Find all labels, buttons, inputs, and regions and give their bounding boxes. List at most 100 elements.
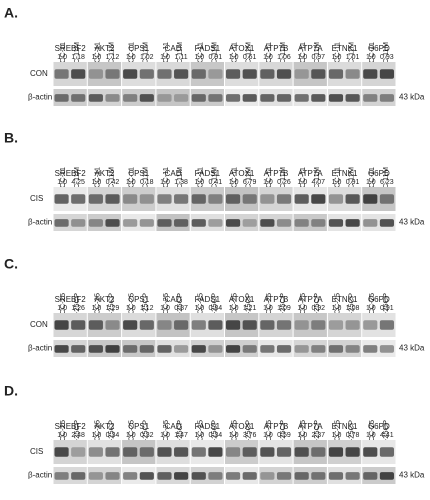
gene-name: AKT2 [94, 295, 115, 304]
ratio: 0.91 [380, 305, 394, 312]
lane-label: SCC-25 [195, 293, 204, 320]
band [276, 447, 292, 457]
band [328, 472, 344, 480]
lane-label: SCC-11 [92, 42, 101, 68]
gene-name: ETNK1 [332, 44, 358, 53]
lane-label: SCC-25CP [209, 420, 218, 457]
band [345, 194, 360, 204]
band [54, 69, 69, 79]
ratio: 1.0 [229, 432, 239, 439]
lane-label: SCC-11 [367, 42, 376, 68]
ratio: 0.97 [311, 54, 325, 61]
band [242, 345, 257, 353]
gene-name: ATOX1 [229, 295, 255, 304]
ratio: 6.79 [243, 179, 257, 186]
gene-name: ATP7B [264, 422, 289, 431]
lane-label: SCC-25 [298, 420, 307, 447]
lane-label: SCC-25 [127, 293, 136, 320]
panel-label: C. [4, 256, 18, 272]
band [123, 194, 138, 204]
band [174, 472, 189, 480]
band [123, 447, 138, 457]
ratio: 0.91 [346, 179, 360, 186]
band [139, 345, 154, 353]
band [105, 219, 120, 227]
ratio: 1.0 [160, 54, 170, 61]
lane-label: SCC-11 [333, 167, 342, 193]
band [363, 219, 378, 227]
gene-name: CPS1 [128, 44, 149, 53]
lane-label: SCC-11 [195, 167, 204, 193]
lane-label: SCC-11M [141, 167, 150, 199]
band [88, 94, 103, 102]
gene-name: ATP7B [264, 44, 289, 53]
band [208, 447, 223, 457]
band [363, 94, 378, 102]
band [363, 320, 378, 330]
band [174, 345, 189, 353]
lane-label: SCC-11 [195, 42, 204, 68]
band [311, 345, 326, 353]
lane-label: SCC-25 [92, 420, 101, 447]
gene-name: ATP7A [298, 44, 323, 53]
ratio: 1.18 [71, 54, 85, 61]
ratio: 0.26 [277, 179, 291, 186]
ratio: 1.47 [174, 432, 188, 439]
ratio: 1.06 [277, 54, 291, 61]
band [174, 94, 189, 102]
band [379, 94, 394, 102]
ratio: 3.76 [243, 432, 257, 439]
band [328, 345, 344, 353]
band [294, 69, 309, 79]
gene-name: FADS1 [195, 422, 221, 431]
lane-label: SCC-11M [381, 42, 390, 74]
band [294, 447, 309, 457]
band [260, 472, 275, 480]
ratio: 1.0 [126, 305, 136, 312]
lane-label: SCC-25CP [175, 293, 184, 330]
lane-label: SCC-11 [92, 167, 101, 193]
band [88, 345, 103, 353]
lane-label: SCC-25CP [141, 293, 150, 330]
ratio: 1.0 [229, 179, 239, 186]
band [242, 219, 257, 227]
band [379, 194, 394, 204]
ratio: 1.0 [229, 54, 239, 61]
gene-name: CPS1 [128, 169, 149, 178]
lane-label: SCC-11M [175, 42, 184, 74]
band [157, 69, 172, 79]
band [276, 94, 292, 102]
row-label: CON [30, 69, 48, 78]
ratio: 1.01 [346, 54, 360, 61]
band [260, 219, 275, 227]
band [71, 320, 86, 330]
gene-name: SREBF2 [55, 169, 87, 178]
lane-label: SCC-25CP [347, 293, 356, 330]
ratio: 1.0 [263, 305, 273, 312]
lane-label: SCC-25 [230, 293, 239, 320]
lane-label: SCC-11M [347, 42, 356, 74]
lane-label: SCC-11M [347, 167, 356, 199]
gene-name: ATP7B [264, 169, 289, 178]
lane-label: SCC-11 [367, 167, 376, 193]
lane-label: SCC-25CP [381, 293, 390, 330]
ratio: 1.0 [194, 305, 204, 312]
ratio: 1.38 [174, 179, 188, 186]
band [123, 219, 138, 227]
band [379, 69, 394, 79]
band [174, 219, 189, 227]
band [88, 472, 103, 480]
ratio: 0.18 [140, 179, 154, 186]
band [226, 472, 241, 480]
ratio: 1.29 [106, 305, 120, 312]
ratio: 1.02 [140, 54, 154, 61]
band [191, 472, 206, 480]
lane-label: SCC-25CP [141, 420, 150, 457]
ratio: 1.0 [366, 432, 376, 439]
band [139, 219, 154, 227]
lane-label: SCC-25 [367, 420, 376, 447]
ratio: 1.0 [297, 432, 307, 439]
band [363, 472, 378, 480]
band [363, 194, 378, 204]
